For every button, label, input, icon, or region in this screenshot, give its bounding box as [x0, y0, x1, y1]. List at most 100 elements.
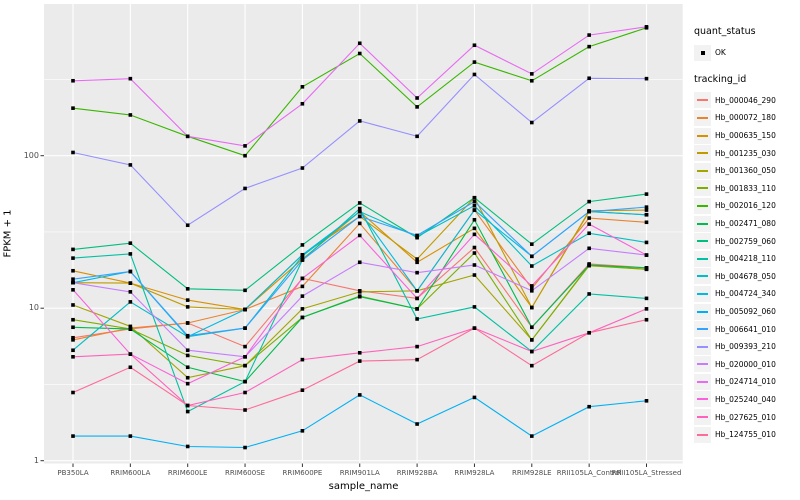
legend-item-Hb_002016_120: Hb_002016_120: [694, 197, 800, 215]
data-point: [243, 288, 247, 293]
data-point: [415, 233, 419, 238]
line-swatch-icon: [697, 187, 708, 190]
legend-item-label: Hb_020000_010: [715, 359, 776, 369]
legend-item-label: Hb_025240_040: [715, 394, 776, 404]
data-point: [530, 72, 534, 76]
data-point: [71, 268, 75, 273]
data-point: [415, 317, 419, 321]
x-tick-label-RRII105LA_Stressed: RRII105LA_Stressed: [611, 469, 682, 477]
data-point: [530, 325, 534, 330]
legend-item-Hb_000635_150: Hb_000635_150: [694, 127, 800, 145]
data-point: [71, 355, 75, 359]
data-point: [71, 288, 75, 292]
data-point: [128, 241, 133, 245]
legend-item-Hb_004218_110: Hb_004218_110: [694, 250, 800, 268]
data-point: [185, 444, 190, 449]
data-point: [530, 338, 534, 342]
data-point: [300, 258, 305, 262]
data-point: [300, 294, 305, 298]
data-point: [472, 305, 477, 309]
line-swatch-icon: [697, 152, 708, 155]
legend-item-label: Hb_004678_050: [715, 271, 776, 281]
data-point: [472, 245, 477, 250]
series-color-key: [694, 197, 711, 214]
data-point: [243, 307, 247, 312]
legend-item-label: Hb_002759_060: [715, 236, 776, 246]
series-color-key: [694, 250, 711, 267]
data-point: [530, 284, 534, 288]
data-point: [128, 290, 133, 294]
legend-item-Hb_024714_010: Hb_024714_010: [694, 373, 800, 391]
data-point: [472, 203, 477, 208]
series-color-key: [694, 127, 711, 144]
legend-item-ok: OK: [694, 44, 800, 62]
legend-item-label: Hb_000635_150: [715, 131, 776, 141]
legend-item-Hb_006641_010: Hb_006641_010: [694, 320, 800, 338]
legend-tracking-id-title: tracking_id: [694, 73, 747, 85]
series-color-key: [694, 321, 711, 338]
data-point: [185, 365, 190, 370]
data-point: [357, 233, 362, 238]
data-point: [300, 243, 305, 247]
x-tick-label-RRIM600LA: RRIM600LA: [110, 469, 151, 477]
line-swatch-icon: [697, 380, 708, 383]
data-point: [71, 325, 75, 330]
data-point: [185, 287, 190, 291]
line-swatch-icon: [697, 116, 708, 119]
line-swatch-icon: [697, 169, 708, 172]
data-point: [243, 390, 247, 395]
data-point: [472, 226, 477, 231]
data-point: [243, 355, 247, 359]
data-point: [357, 206, 362, 211]
data-point: [300, 315, 305, 320]
data-point: [644, 192, 649, 196]
data-point: [128, 352, 133, 356]
data-point: [71, 335, 75, 340]
data-point: [644, 76, 649, 81]
data-point: [415, 289, 419, 293]
line-swatch-icon: [697, 416, 708, 419]
line-swatch-icon: [697, 310, 708, 313]
data-point: [415, 270, 419, 275]
data-point: [530, 78, 534, 83]
data-point: [472, 217, 477, 222]
data-point: [472, 60, 477, 64]
line-swatch-icon: [697, 292, 708, 295]
data-point: [300, 101, 305, 106]
data-point: [472, 251, 477, 255]
x-tick-label-PB350LA: PB350LA: [57, 469, 89, 477]
data-point: [128, 76, 133, 81]
legend-item-Hb_025240_040: Hb_025240_040: [694, 391, 800, 409]
data-point: [243, 445, 247, 450]
data-point: [128, 365, 133, 370]
data-point: [243, 379, 247, 384]
line-swatch-icon: [697, 363, 708, 366]
data-point: [530, 120, 534, 125]
series-color-key: [694, 268, 711, 285]
data-point: [644, 240, 649, 245]
data-point: [472, 195, 477, 200]
data-point: [185, 409, 190, 414]
legend-item-label: Hb_002016_120: [715, 201, 776, 211]
data-point: [185, 333, 190, 338]
data-point: [71, 390, 75, 395]
data-point: [243, 344, 247, 349]
data-point: [128, 327, 133, 331]
series-color-key: [694, 162, 711, 179]
panel-background: [44, 4, 683, 464]
data-point: [185, 305, 190, 309]
data-point: [357, 201, 362, 205]
data-point: [128, 281, 133, 285]
data-point: [300, 357, 305, 362]
data-point: [644, 253, 649, 257]
data-point: [644, 220, 649, 225]
data-point: [644, 307, 649, 311]
legend-item-Hb_000072_180: Hb_000072_180: [694, 109, 800, 127]
data-point: [185, 321, 190, 325]
data-point: [587, 404, 591, 409]
data-point: [587, 263, 591, 267]
legend-item-label: OK: [715, 48, 726, 58]
data-point: [644, 266, 649, 270]
data-point: [71, 277, 75, 281]
data-point: [415, 357, 419, 362]
